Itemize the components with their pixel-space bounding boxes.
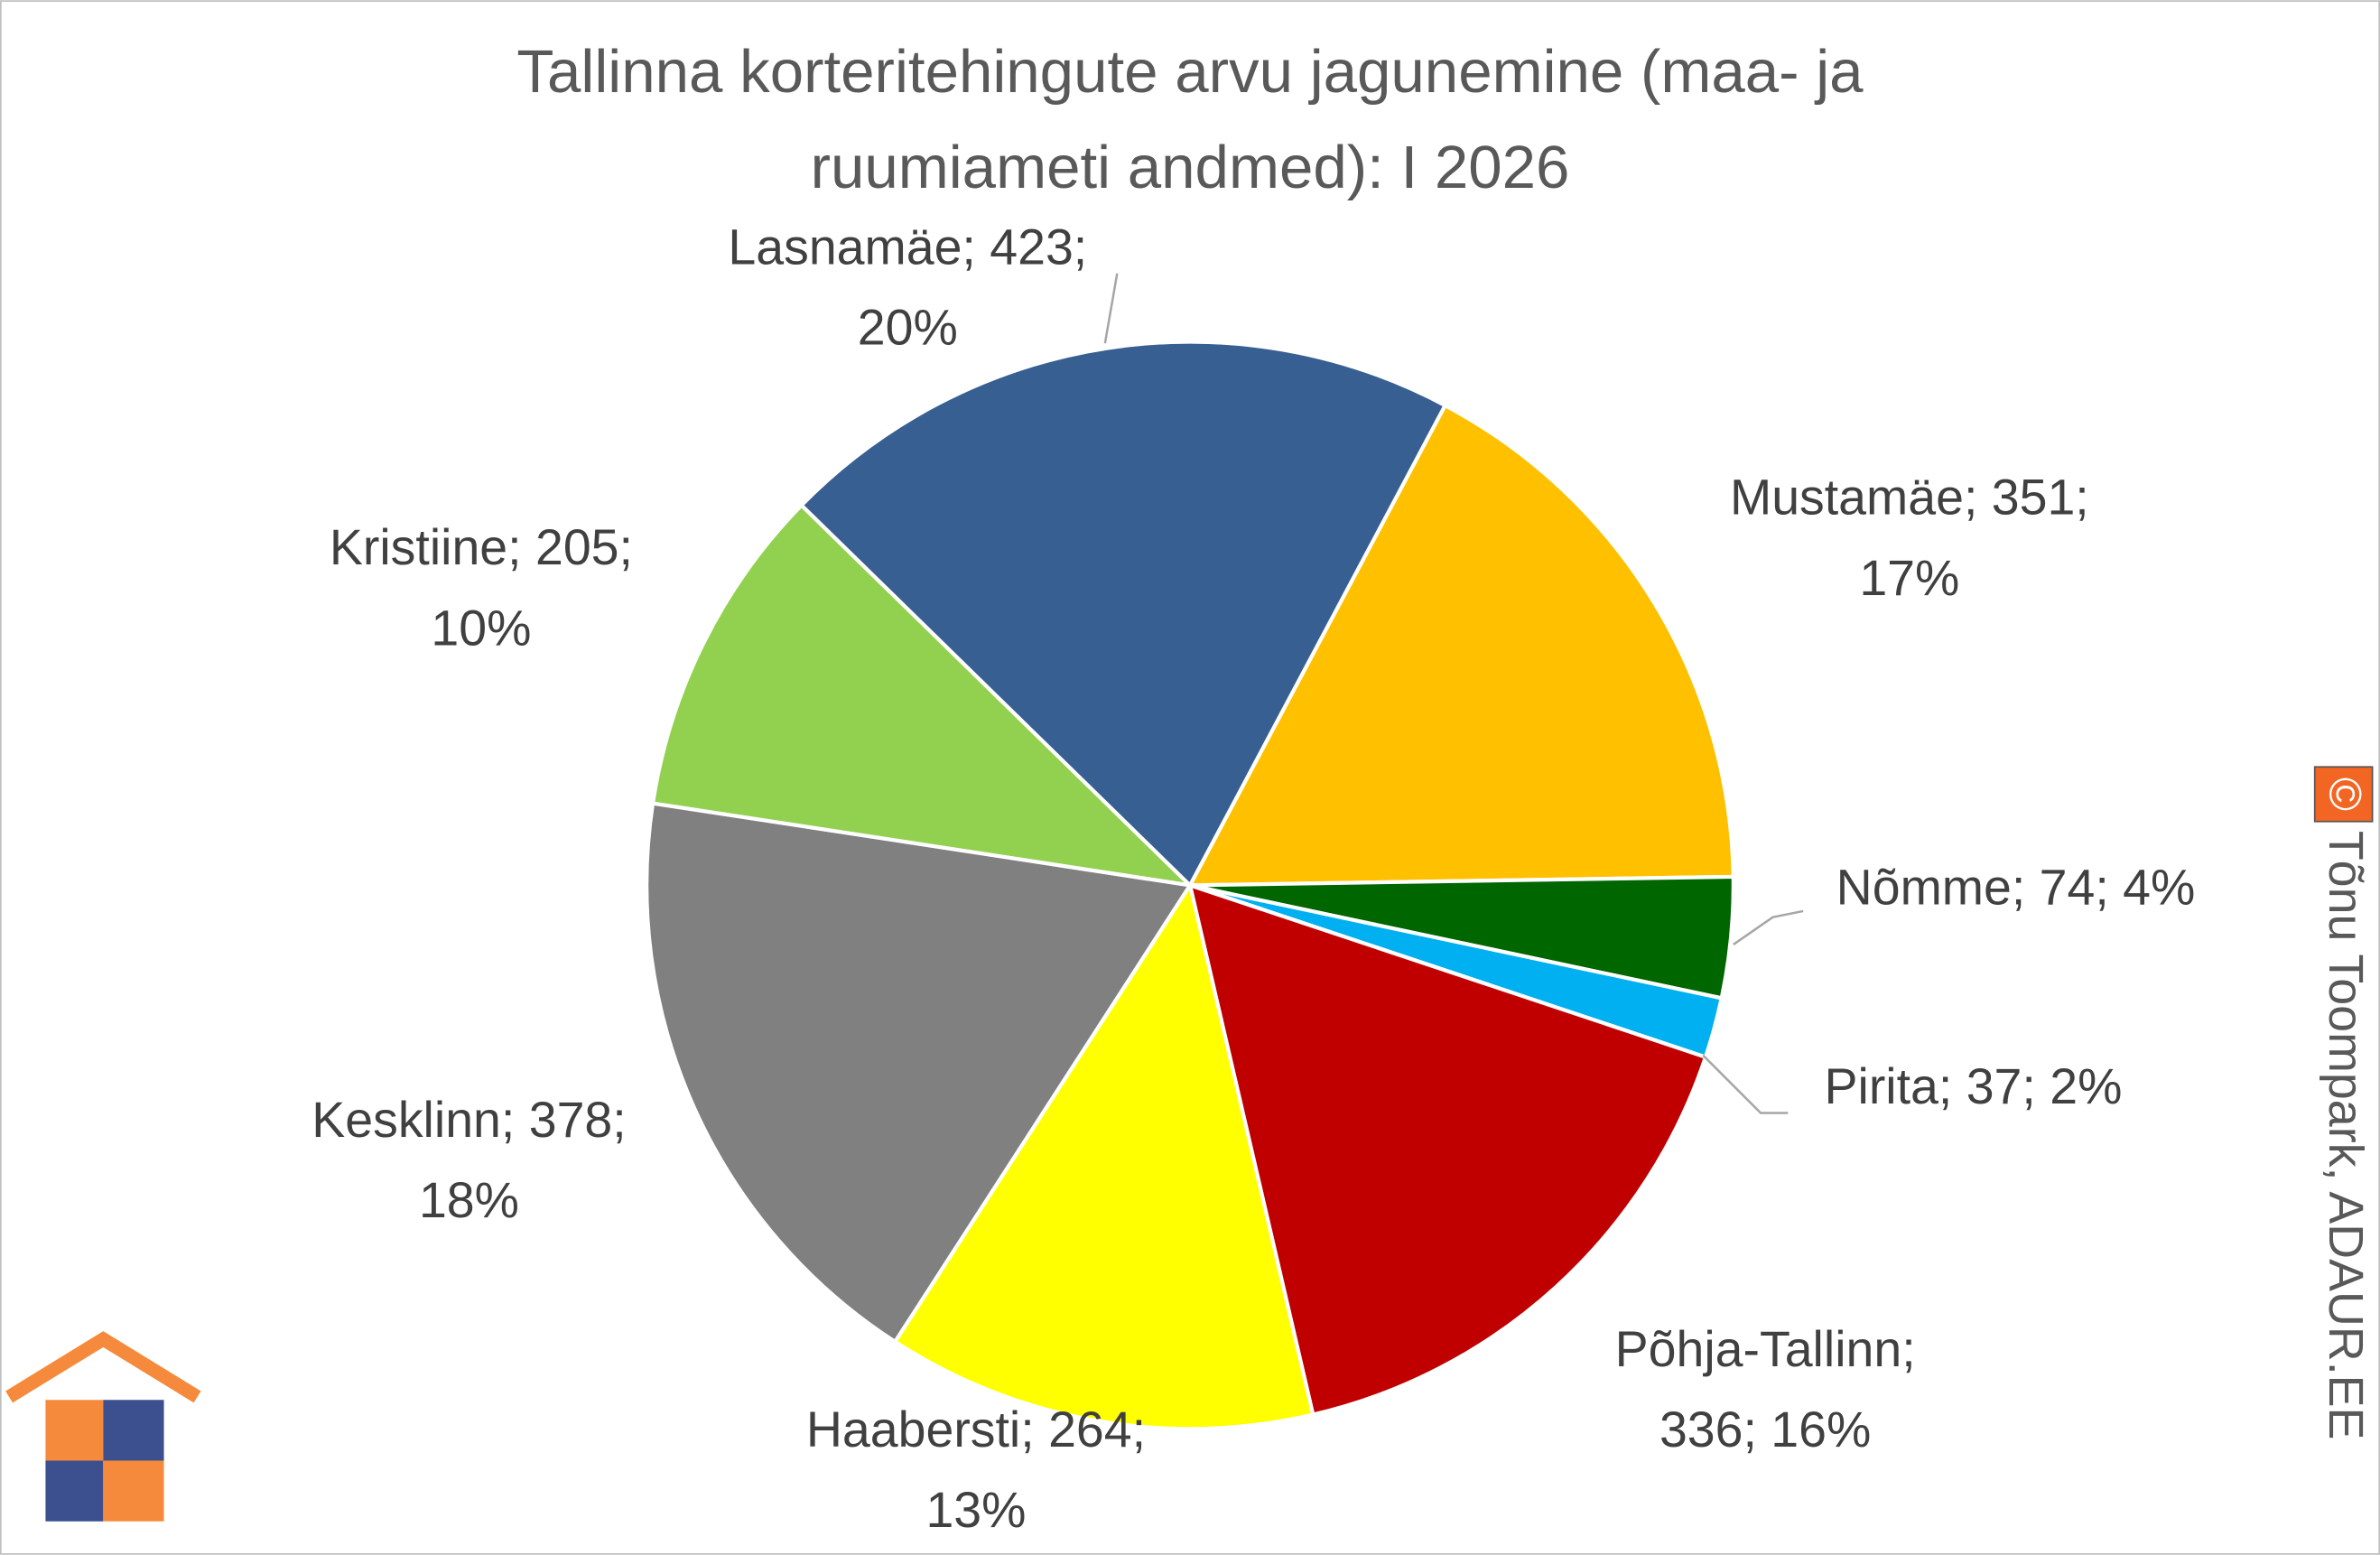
data-labels: Mustamäe; 351; 17% Nõmme; 74; 4% Pirita; 37… [311, 219, 2195, 1538]
watermark-symbol: © [2320, 778, 2372, 811]
pie-slice [1187, 882, 1708, 1418]
watermark: © Tõnu Toompark, ADAUR.EE [2313, 766, 2374, 1440]
leader-line [1103, 273, 1119, 344]
pie-slice [892, 880, 1316, 1431]
logo-piece [45, 1460, 104, 1522]
watermark-text: Tõnu Toompark, ADAUR.EE [2319, 831, 2373, 1440]
watermark-box [2313, 766, 2374, 823]
leader-line [1733, 909, 1804, 945]
logo-piece [103, 1400, 164, 1461]
data-label: 13% [925, 1482, 1026, 1538]
pie [645, 340, 1735, 1431]
data-label: 10% [431, 600, 531, 656]
pie-slice [1186, 403, 1735, 888]
leader-line [1702, 1054, 1789, 1114]
chart-title: Tallinna korteritehingute arvu jagunemin… [516, 38, 1864, 106]
data-label: 336; 16% [1659, 1401, 1871, 1457]
logo [5, 1331, 201, 1522]
data-label: 17% [1859, 550, 1959, 606]
pie-slice [645, 801, 1194, 1345]
pie-slice [650, 502, 1196, 889]
logo-piece [103, 1460, 164, 1522]
chart-title: ruumiameti andmed): I 2026 [811, 134, 1570, 201]
data-label: Pirita; 37; 2% [1825, 1058, 2123, 1114]
data-label: Kristiine; 205; [330, 519, 633, 575]
data-label: Mustamäe; 351; [1730, 470, 2089, 526]
data-label: Põhja-Tallinn; [1615, 1321, 1916, 1377]
data-label: Lasnamäe; 423; [728, 219, 1087, 275]
data-label: Nõmme; 74; 4% [1836, 860, 2196, 916]
data-label: 20% [858, 299, 958, 355]
logo-piece [45, 1400, 104, 1461]
pie-slice [798, 340, 1448, 889]
data-label: 18% [419, 1172, 519, 1228]
data-label: Kesklinn; 378; [311, 1092, 626, 1148]
data-label: Haabersti; 264; [806, 1401, 1146, 1457]
logo-roof [5, 1331, 201, 1403]
